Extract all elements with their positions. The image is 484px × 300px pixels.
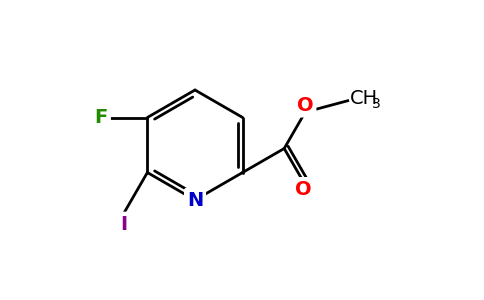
Text: I: I	[120, 214, 127, 234]
Text: F: F	[95, 108, 108, 127]
Text: O: O	[295, 180, 312, 199]
Text: 3: 3	[372, 97, 380, 111]
Text: N: N	[187, 190, 203, 209]
Text: O: O	[297, 96, 314, 115]
Text: CH: CH	[350, 89, 378, 108]
